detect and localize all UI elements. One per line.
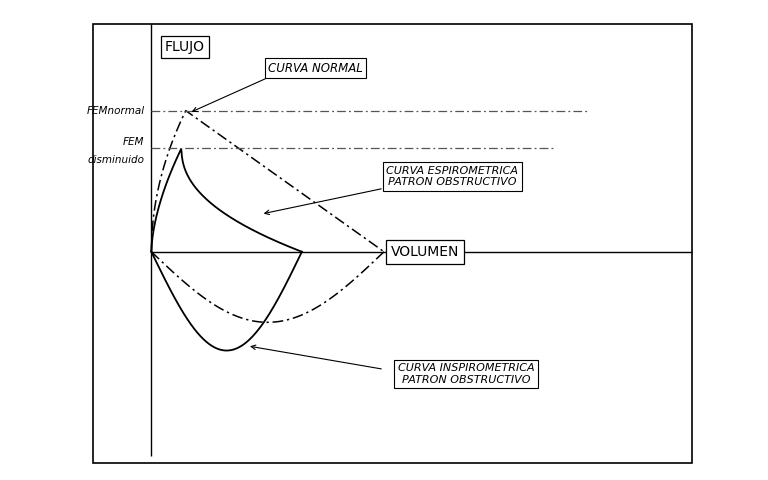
Text: FEM: FEM: [123, 137, 144, 147]
Text: disminuido: disminuido: [88, 155, 144, 165]
Text: CURVA NORMAL: CURVA NORMAL: [268, 62, 363, 75]
Text: CURVA INSPIROMETRICA
PATRON OBSTRUCTIVO: CURVA INSPIROMETRICA PATRON OBSTRUCTIVO: [398, 363, 535, 385]
Text: CURVA ESPIROMETRICA
PATRON OBSTRUCTIVO: CURVA ESPIROMETRICA PATRON OBSTRUCTIVO: [386, 166, 518, 187]
Text: VOLUMEN: VOLUMEN: [391, 245, 459, 259]
Text: FLUJO: FLUJO: [165, 40, 205, 54]
Text: FEMnormal: FEMnormal: [86, 106, 144, 116]
Bar: [93, 24, 692, 464]
